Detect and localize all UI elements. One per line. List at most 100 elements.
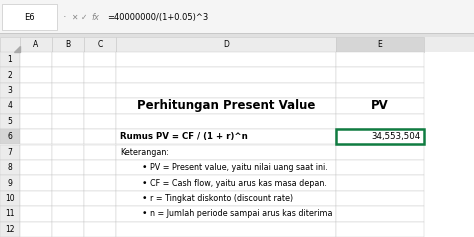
Text: 7: 7 [8, 148, 12, 157]
Bar [0, 175, 20, 191]
Text: C: C [97, 40, 103, 49]
Bar [52, 129, 84, 145]
Text: D: D [223, 40, 229, 49]
Bar [52, 114, 84, 129]
Bar [0, 222, 20, 237]
Bar [84, 206, 116, 222]
Text: 9: 9 [8, 178, 12, 187]
Bar [20, 191, 52, 206]
Bar [0, 37, 20, 52]
Bar [336, 52, 424, 67]
Bar [84, 37, 116, 52]
Bar [52, 83, 84, 98]
Bar [336, 222, 424, 237]
Bar [84, 52, 116, 67]
Bar [116, 37, 336, 52]
Text: E: E [378, 40, 383, 49]
Bar [52, 175, 84, 191]
Text: Rumus PV = CF / (1 + r)^n: Rumus PV = CF / (1 + r)^n [120, 132, 248, 141]
Bar [84, 129, 116, 145]
Bar [84, 175, 116, 191]
Bar [116, 191, 336, 206]
Bar [52, 222, 84, 237]
Bar [0, 160, 20, 175]
Bar [84, 222, 116, 237]
Bar [336, 160, 424, 175]
Bar [336, 129, 424, 145]
Text: 5: 5 [8, 117, 12, 126]
Text: Keterangan:: Keterangan: [120, 148, 169, 157]
Bar [20, 67, 52, 83]
Bar [20, 145, 52, 160]
Bar [84, 160, 116, 175]
Text: 4: 4 [8, 101, 12, 110]
Bar [116, 98, 336, 114]
Text: 6: 6 [8, 132, 12, 141]
Bar [20, 175, 52, 191]
Bar [20, 83, 52, 98]
Bar [116, 175, 336, 191]
Text: •: • [141, 163, 147, 172]
Bar [0, 129, 20, 145]
Bar [116, 83, 336, 98]
Bar [336, 175, 424, 191]
Bar [2, 4, 57, 30]
Text: B: B [65, 40, 71, 49]
Text: PV = Present value, yaitu nilai uang saat ini.: PV = Present value, yaitu nilai uang saa… [150, 163, 328, 172]
Text: 12: 12 [5, 225, 15, 234]
Bar [84, 83, 116, 98]
Bar [52, 206, 84, 222]
Bar [0, 114, 20, 129]
Polygon shape [14, 46, 20, 52]
Bar [20, 160, 52, 175]
Bar [116, 129, 336, 145]
Bar [84, 145, 116, 160]
Bar [336, 129, 424, 145]
Bar [20, 52, 52, 67]
Text: =40000000/(1+0.05)^3: =40000000/(1+0.05)^3 [107, 13, 208, 22]
Bar [52, 145, 84, 160]
Bar [0, 98, 20, 114]
Bar [52, 67, 84, 83]
Bar [20, 222, 52, 237]
Bar [52, 98, 84, 114]
Text: Perhitungan Present Value: Perhitungan Present Value [137, 100, 315, 113]
Bar [336, 114, 424, 129]
Bar [0, 83, 20, 98]
Text: PV: PV [371, 100, 389, 113]
Bar [84, 67, 116, 83]
Bar [84, 114, 116, 129]
Bar [52, 191, 84, 206]
Bar [0, 37, 474, 52]
Bar [20, 114, 52, 129]
Bar [0, 206, 20, 222]
Bar [0, 145, 20, 160]
Text: ✕: ✕ [71, 13, 77, 22]
Bar [52, 52, 84, 67]
Text: 34,553,504: 34,553,504 [372, 132, 421, 141]
Text: fx: fx [91, 13, 99, 22]
Text: A: A [33, 40, 38, 49]
Text: 1: 1 [8, 55, 12, 64]
Bar [20, 129, 52, 145]
Bar [116, 52, 336, 67]
Bar [116, 160, 336, 175]
Bar [20, 206, 52, 222]
Text: E6: E6 [24, 13, 35, 22]
Bar [336, 98, 424, 114]
Bar [336, 83, 424, 98]
Text: ✓: ✓ [81, 13, 87, 22]
Text: 8: 8 [8, 163, 12, 172]
Bar [336, 191, 424, 206]
Text: 2: 2 [8, 71, 12, 80]
Text: n = Jumlah periode sampai arus kas diterima: n = Jumlah periode sampai arus kas diter… [150, 209, 332, 218]
Bar [0, 0, 474, 34]
Bar [116, 67, 336, 83]
Bar [52, 160, 84, 175]
Bar [336, 67, 424, 83]
Bar [0, 191, 20, 206]
Text: 11: 11 [5, 209, 15, 218]
Text: 3: 3 [8, 86, 12, 95]
Bar [0, 67, 20, 83]
Bar [116, 145, 336, 160]
